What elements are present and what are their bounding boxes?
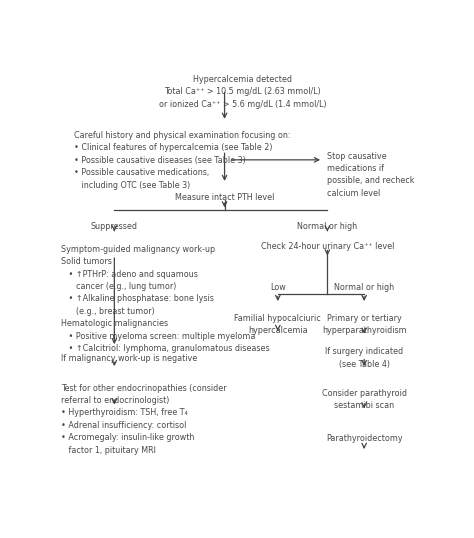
Text: Consider parathyroid: Consider parathyroid <box>322 388 407 398</box>
Text: including OTC (see Table 3): including OTC (see Table 3) <box>74 181 190 189</box>
Text: hypercalcemia: hypercalcemia <box>248 327 308 335</box>
Text: Primary or tertiary: Primary or tertiary <box>327 314 401 323</box>
Text: sestamibi scan: sestamibi scan <box>334 401 394 410</box>
Text: hyperparathyroidism: hyperparathyroidism <box>322 327 407 335</box>
Text: • Positive myeloma screen: multiple myeloma: • Positive myeloma screen: multiple myel… <box>61 332 255 341</box>
Text: • Hyperthyroidism: TSH, free T₄: • Hyperthyroidism: TSH, free T₄ <box>61 408 188 417</box>
Text: medications if: medications if <box>328 164 384 173</box>
Text: Stop causative: Stop causative <box>328 152 387 160</box>
Text: factor 1, pituitary MRI: factor 1, pituitary MRI <box>61 445 156 455</box>
Text: referral to endocrinologist): referral to endocrinologist) <box>61 396 170 405</box>
Text: • Possible causative diseases (see Table 3): • Possible causative diseases (see Table… <box>74 155 246 165</box>
Text: Symptom-guided malignancy work-up: Symptom-guided malignancy work-up <box>61 245 215 254</box>
Text: Check 24-hour urinary Ca⁺⁺ level: Check 24-hour urinary Ca⁺⁺ level <box>261 242 394 251</box>
Text: Measure intact PTH level: Measure intact PTH level <box>175 193 274 202</box>
Text: Low: Low <box>270 283 286 292</box>
Text: possible, and recheck: possible, and recheck <box>328 176 415 186</box>
Text: Suppressed: Suppressed <box>91 222 138 231</box>
Text: Total Ca⁺⁺ > 10.5 mg/dL (2.63 mmol/L): Total Ca⁺⁺ > 10.5 mg/dL (2.63 mmol/L) <box>164 87 321 96</box>
Text: or ionized Ca⁺⁺ > 5.6 mg/dL (1.4 mmol/L): or ionized Ca⁺⁺ > 5.6 mg/dL (1.4 mmol/L) <box>159 100 327 109</box>
Text: • Possible causative medications,: • Possible causative medications, <box>74 168 209 177</box>
Text: Parathyroidectomy: Parathyroidectomy <box>326 434 402 443</box>
Text: Normal or high: Normal or high <box>297 222 357 231</box>
Text: (e.g., breast tumor): (e.g., breast tumor) <box>61 307 155 316</box>
Text: calcium level: calcium level <box>328 189 381 198</box>
Text: Hematologic malignancies: Hematologic malignancies <box>61 320 168 328</box>
Text: cancer (e.g., lung tumor): cancer (e.g., lung tumor) <box>61 282 176 291</box>
Text: • Acromegaly: insulin-like growth: • Acromegaly: insulin-like growth <box>61 433 194 442</box>
Text: Test for other endocrinopathies (consider: Test for other endocrinopathies (conside… <box>61 384 227 393</box>
Text: Hypercalcemia detected: Hypercalcemia detected <box>193 75 292 84</box>
Text: • ↑PTHrP: adeno and squamous: • ↑PTHrP: adeno and squamous <box>61 270 198 279</box>
Text: Familial hypocalciuric: Familial hypocalciuric <box>235 314 321 323</box>
Text: Careful history and physical examination focusing on:: Careful history and physical examination… <box>74 131 291 140</box>
Text: Normal or high: Normal or high <box>334 283 394 292</box>
Text: • Clinical features of hypercalcemia (see Table 2): • Clinical features of hypercalcemia (se… <box>74 143 273 152</box>
Text: (see Table 4): (see Table 4) <box>338 359 390 369</box>
Text: • ↑Alkaline phosphatase: bone lysis: • ↑Alkaline phosphatase: bone lysis <box>61 294 214 303</box>
Text: If malignancy work-up is negative: If malignancy work-up is negative <box>61 353 197 363</box>
Text: • ↑Calcitriol: lymphoma, granulomatous diseases: • ↑Calcitriol: lymphoma, granulomatous d… <box>61 344 270 353</box>
Text: • Adrenal insufficiency: cortisol: • Adrenal insufficiency: cortisol <box>61 421 186 430</box>
Text: Solid tumors: Solid tumors <box>61 257 112 266</box>
Text: If surgery indicated: If surgery indicated <box>325 347 403 356</box>
